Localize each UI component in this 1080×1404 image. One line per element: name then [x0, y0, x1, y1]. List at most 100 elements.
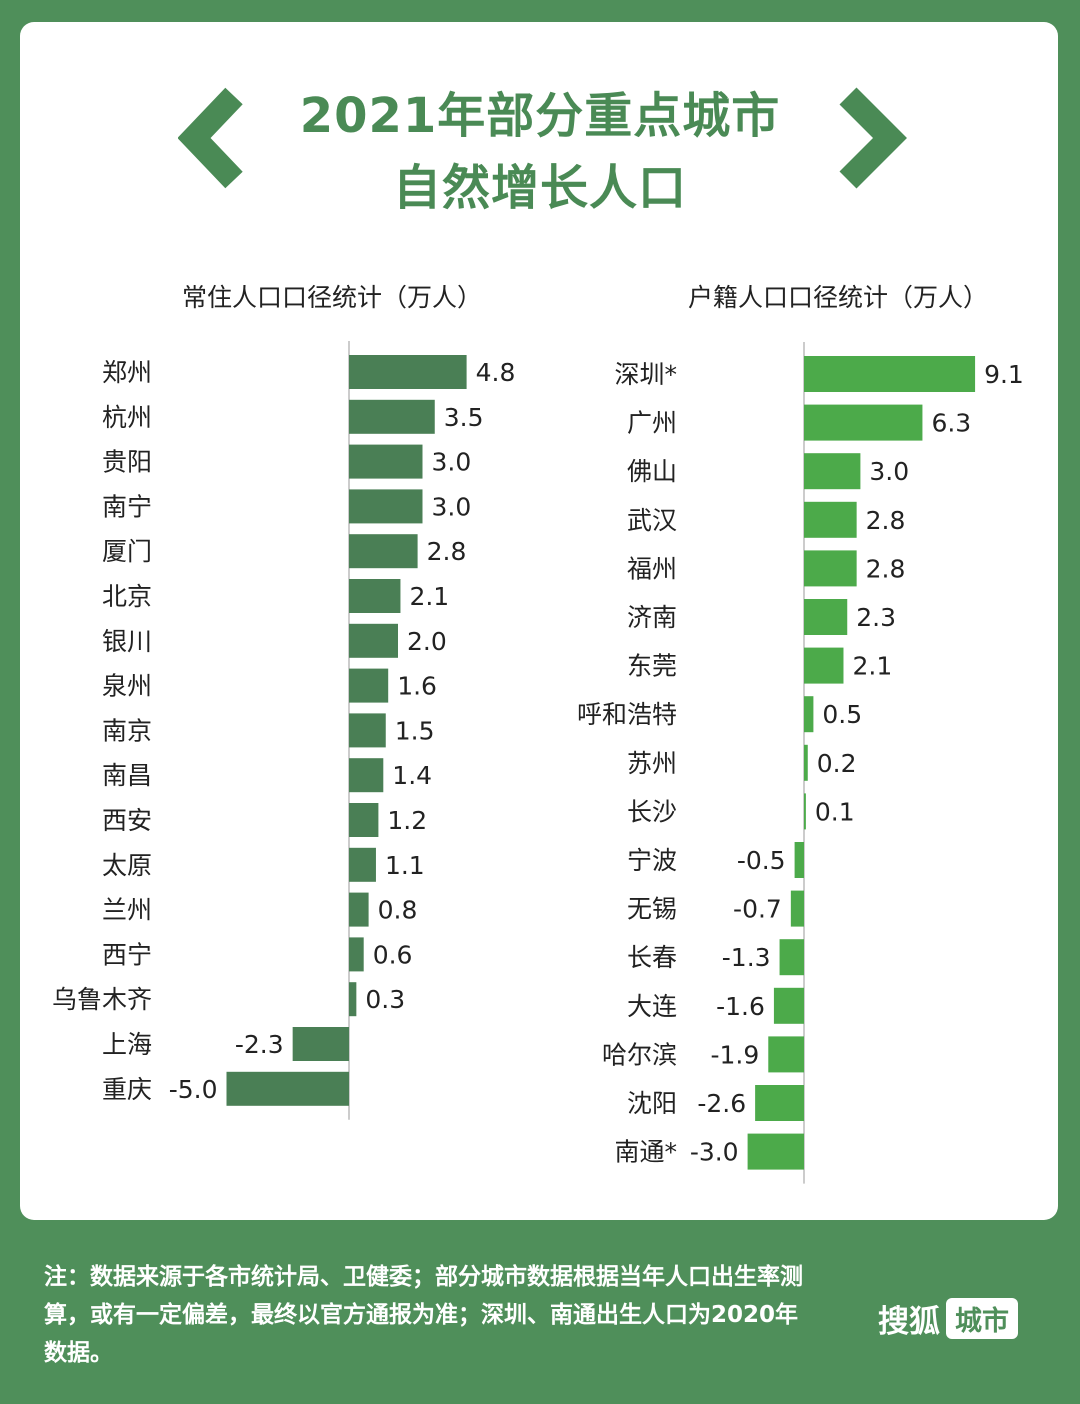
bar [349, 355, 467, 389]
chevron-right-icon[interactable] [834, 86, 908, 190]
category-label: 贵阳 [102, 448, 152, 477]
category-label: 哈尔滨 [602, 1040, 677, 1069]
bar [349, 847, 376, 882]
category-label: 北京 [102, 582, 152, 611]
bar [349, 937, 364, 972]
category-label: 呼和浩特 [577, 700, 677, 729]
value-label: -0.5 [737, 846, 786, 875]
footer-note: 注：数据来源于各市统计局、卫健委；部分城市数据根据当年人口出生率测算，或有一定偏… [44, 1264, 803, 1366]
bar [804, 744, 808, 781]
category-label: 东莞 [627, 652, 677, 681]
value-label: -1.3 [722, 943, 771, 972]
bar [804, 696, 814, 733]
page-title-line2: 自然增长人口 [392, 160, 687, 216]
bar [349, 444, 423, 479]
bar [804, 550, 857, 587]
bar [292, 1027, 349, 1061]
value-label: 1.6 [397, 672, 437, 701]
value-label: 2.1 [852, 652, 892, 681]
category-label: 郑州 [102, 358, 152, 387]
bar [779, 939, 804, 976]
category-label: 深圳* [614, 360, 677, 389]
chevron-left-icon[interactable] [178, 86, 248, 190]
bar [804, 356, 976, 392]
category-label: 宁波 [627, 846, 677, 875]
category-label: 杭州 [102, 403, 152, 432]
value-label: 0.8 [378, 896, 418, 925]
category-label: 长沙 [627, 797, 677, 826]
value-label: 2.0 [407, 627, 447, 656]
value-label: 0.3 [365, 985, 405, 1014]
category-label: 长春 [627, 943, 677, 972]
bar [804, 501, 857, 538]
value-label: 3.0 [869, 457, 909, 486]
bar [804, 453, 861, 490]
page-title-line1: 2021年部分重点城市 [299, 88, 781, 144]
bar [349, 489, 423, 524]
value-label: 2.8 [427, 537, 467, 566]
category-label: 南宁 [102, 492, 152, 521]
bar [349, 579, 401, 613]
value-label: 1.2 [387, 806, 427, 835]
bar [804, 793, 806, 830]
value-label: 6.3 [931, 409, 971, 438]
value-label: 3.0 [432, 448, 472, 477]
bar [804, 599, 848, 635]
bar [349, 534, 418, 569]
value-label: 2.3 [856, 603, 896, 632]
bar [349, 803, 379, 837]
bar [349, 892, 369, 927]
bar [794, 842, 804, 878]
category-label: 无锡 [627, 895, 677, 924]
bar [349, 399, 435, 434]
bar [226, 1071, 349, 1106]
value-label: 3.0 [432, 492, 472, 521]
value-label: 2.8 [866, 554, 906, 583]
category-label: 乌鲁木齐 [52, 985, 152, 1014]
value-label: 1.1 [385, 851, 425, 880]
category-label: 南昌 [102, 761, 152, 790]
category-label: 南京 [102, 716, 152, 745]
bar [349, 758, 384, 793]
content-card [20, 22, 1058, 1220]
bar [349, 982, 357, 1017]
category-label: 佛山 [627, 457, 677, 486]
category-label: 福州 [627, 554, 677, 583]
bar [790, 890, 804, 927]
brand-name: 搜狐 [878, 1303, 940, 1340]
category-label: 太原 [102, 851, 152, 880]
value-label: 2.1 [409, 582, 449, 611]
bar [768, 1036, 804, 1073]
value-label: 0.2 [817, 749, 857, 778]
category-label: 西宁 [102, 940, 152, 969]
value-label: -3.0 [690, 1138, 739, 1167]
value-label: 3.5 [444, 403, 484, 432]
bar [349, 668, 389, 703]
category-label: 西安 [102, 806, 152, 835]
bar [804, 404, 923, 441]
bar [349, 623, 398, 658]
category-label: 上海 [102, 1030, 152, 1059]
value-label: -5.0 [169, 1075, 218, 1104]
category-label: 沈阳 [627, 1089, 677, 1118]
category-label: 泉州 [102, 672, 152, 701]
brand-logo: 搜狐 城市 [878, 1294, 1018, 1342]
bar [755, 1085, 804, 1121]
value-label: -2.3 [235, 1030, 284, 1059]
left-chart-title: 常住人口口径统计（万人） [181, 283, 482, 312]
bar [349, 713, 386, 748]
value-label: -1.9 [710, 1040, 759, 1069]
value-label: 0.5 [822, 700, 862, 729]
category-label: 苏州 [627, 749, 677, 778]
category-label: 重庆 [102, 1075, 152, 1104]
category-label: 兰州 [102, 896, 152, 925]
value-label: -2.6 [697, 1089, 746, 1118]
bar [804, 647, 844, 684]
category-label: 南通* [614, 1138, 677, 1167]
category-label: 银川 [102, 627, 152, 656]
category-label: 武汉 [627, 506, 677, 535]
value-label: 9.1 [984, 360, 1024, 389]
category-label: 济南 [627, 603, 677, 632]
